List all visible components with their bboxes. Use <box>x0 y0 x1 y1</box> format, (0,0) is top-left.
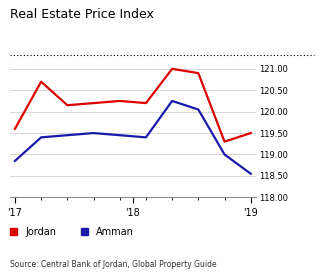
Legend: Jordan, Amman: Jordan, Amman <box>10 227 134 237</box>
Text: Real Estate Price Index: Real Estate Price Index <box>10 8 154 21</box>
Text: Source: Central Bank of Jordan, Global Property Guide: Source: Central Bank of Jordan, Global P… <box>10 259 216 269</box>
